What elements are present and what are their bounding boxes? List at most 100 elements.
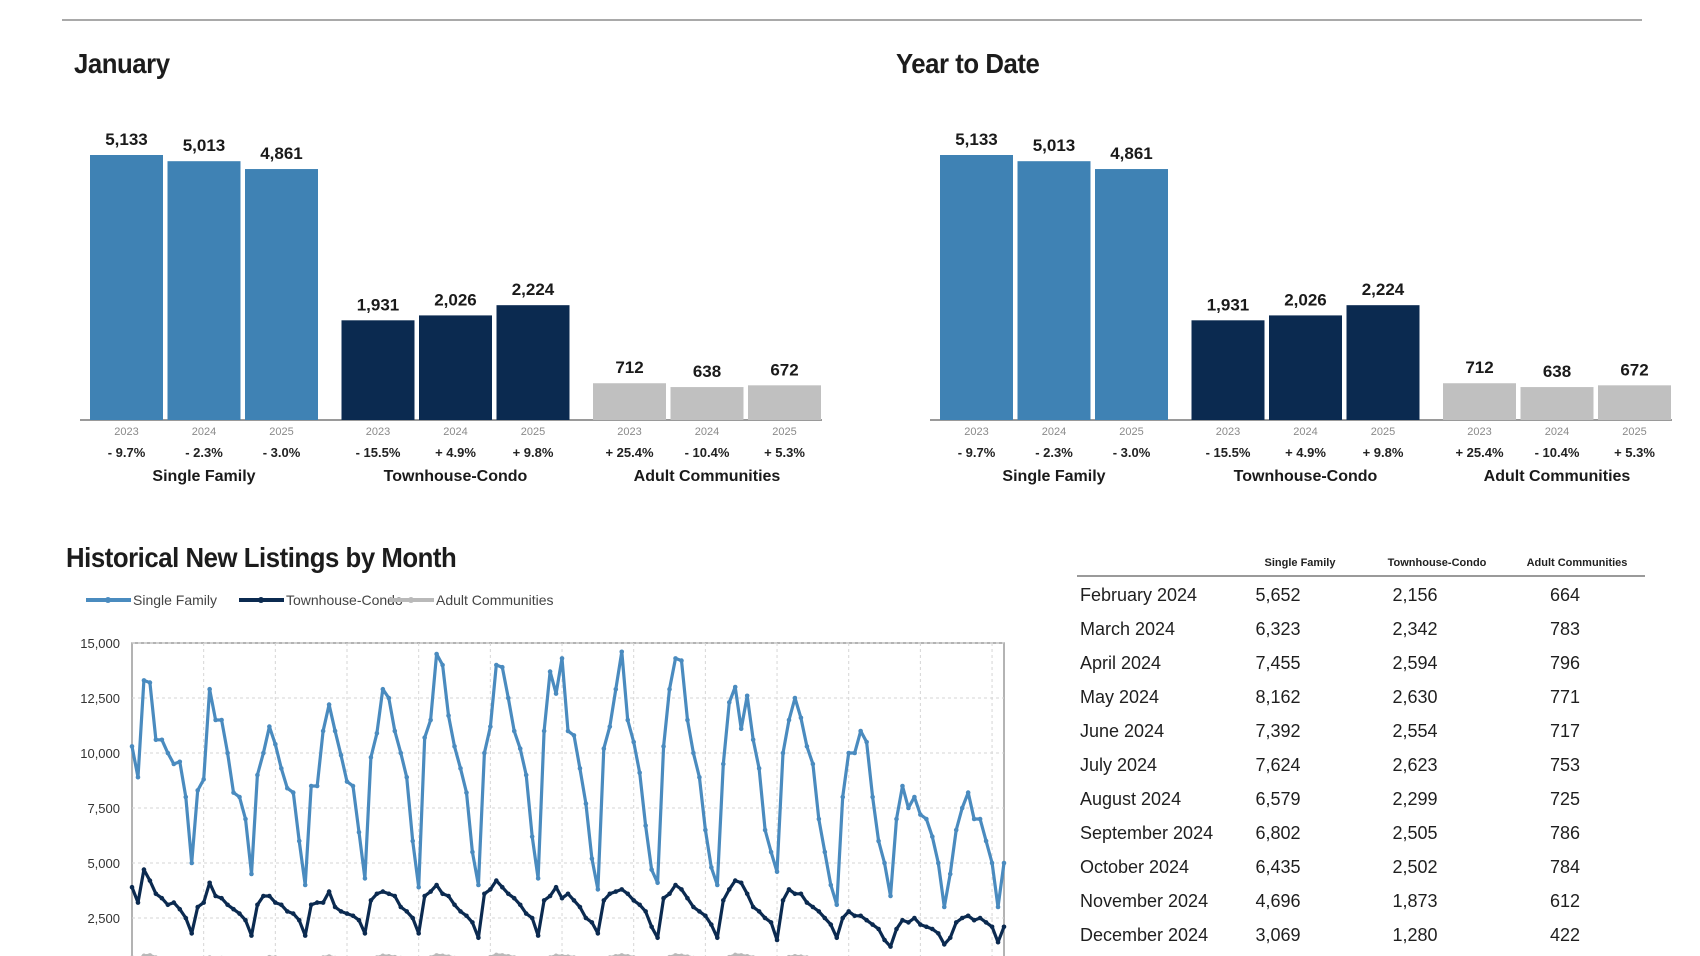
data-point (565, 891, 571, 897)
bar-value-label: 5,013 (183, 136, 226, 155)
townhouse-condo-cell: 2,342 (1392, 619, 1438, 639)
data-point (177, 906, 183, 912)
adult-communities-cell: 784 (1549, 857, 1581, 877)
data-point (995, 904, 1001, 910)
bar-2023 (940, 155, 1013, 420)
data-point (762, 915, 768, 921)
data-point (135, 774, 141, 780)
change-label: + 25.4% (1455, 445, 1504, 460)
data-point (440, 662, 445, 668)
data-point (661, 895, 666, 901)
bar-2025 (1346, 305, 1420, 420)
data-point (780, 898, 786, 903)
legend-marker (258, 597, 264, 603)
ytd-title: Year to Date (896, 48, 1040, 79)
data-point (744, 953, 750, 956)
change-label: + 9.8% (1363, 445, 1404, 460)
category-label: Townhouse-Condo (1234, 468, 1378, 485)
data-point (219, 895, 224, 901)
bar-value-label: 2,026 (434, 290, 477, 309)
townhouse-condo-cell: 2,502 (1392, 857, 1438, 877)
data-point (774, 937, 780, 943)
data-point (147, 953, 153, 956)
data-point (786, 717, 792, 723)
bar-value-label: 1,931 (357, 295, 400, 314)
data-point (273, 741, 278, 747)
data-point (195, 904, 200, 910)
data-point (213, 893, 218, 899)
data-point (625, 891, 631, 897)
data-point (177, 759, 183, 765)
data-point (822, 849, 828, 855)
data-point (458, 766, 463, 771)
adult-communities-cell: 771 (1549, 687, 1581, 707)
data-point (989, 860, 995, 866)
data-point (290, 790, 296, 795)
year-label: 2024 (443, 426, 467, 438)
data-point (977, 915, 983, 921)
data-point (750, 737, 756, 743)
data-point (930, 926, 935, 932)
data-point (326, 702, 332, 707)
bar-2023 (1191, 320, 1265, 420)
data-point (995, 939, 1001, 945)
data-point (947, 935, 953, 941)
data-point (392, 893, 398, 899)
data-point (685, 717, 690, 723)
year-label: 2025 (521, 426, 545, 438)
data-point (338, 752, 344, 758)
bar-value-label: 2,224 (1362, 280, 1405, 299)
month-cell: March 2024 (1080, 619, 1176, 639)
table-row: December 2024 3,069 1,280 422 (1077, 917, 1645, 951)
change-label: - 10.4% (685, 445, 730, 460)
data-point (673, 656, 678, 661)
data-point (828, 882, 834, 888)
data-point (517, 746, 523, 751)
data-point (888, 893, 893, 899)
y-tick-label: 10,000 (80, 746, 120, 761)
data-point (834, 902, 840, 908)
data-point (780, 750, 786, 756)
single-family-cell: 7,455 (1255, 653, 1301, 673)
data-point (494, 952, 499, 956)
table-row: November 2024 4,696 1,873 612 (1077, 883, 1645, 917)
category-label: Single Family (152, 468, 255, 485)
single-family-cell: 4,696 (1255, 891, 1301, 911)
data-point (953, 827, 959, 833)
data-point (864, 917, 869, 923)
data-point (368, 755, 374, 760)
data-point (535, 876, 541, 881)
single-family-cell: 5,652 (1255, 585, 1301, 605)
change-label: + 5.3% (1614, 445, 1655, 460)
data-point (846, 750, 852, 756)
plot-frame (131, 642, 1005, 956)
data-point (900, 783, 905, 789)
data-point (362, 931, 368, 936)
month-cell: May 2024 (1080, 687, 1160, 707)
header-adult-communities: Adult Communities (1526, 557, 1628, 569)
data-point (595, 931, 601, 936)
bar-2025 (748, 385, 821, 420)
data-point (989, 924, 995, 930)
data-point (452, 902, 457, 908)
category-label: Adult Communities (634, 468, 781, 485)
data-point (685, 895, 690, 901)
data-point (482, 750, 487, 756)
data-point (738, 726, 744, 732)
historical-line-chart: Single Family Townhouse-Condo Adult Commun… (80, 592, 1007, 956)
monthly-listings-table: Single Family Townhouse-Condo Adult Comm… (1077, 553, 1645, 951)
data-point (470, 920, 475, 925)
data-point (559, 953, 565, 956)
bar-2023 (341, 320, 415, 420)
category-label: Single Family (1002, 468, 1105, 485)
data-point (858, 913, 863, 919)
data-point (774, 869, 780, 875)
data-point (924, 816, 929, 822)
historical-title: Historical New Listings by Month (66, 542, 457, 573)
data-point (338, 909, 344, 914)
data-point (768, 920, 774, 925)
data-point (171, 761, 177, 767)
data-point (356, 829, 362, 835)
bar-2024 (1269, 315, 1342, 420)
data-point (894, 926, 899, 932)
